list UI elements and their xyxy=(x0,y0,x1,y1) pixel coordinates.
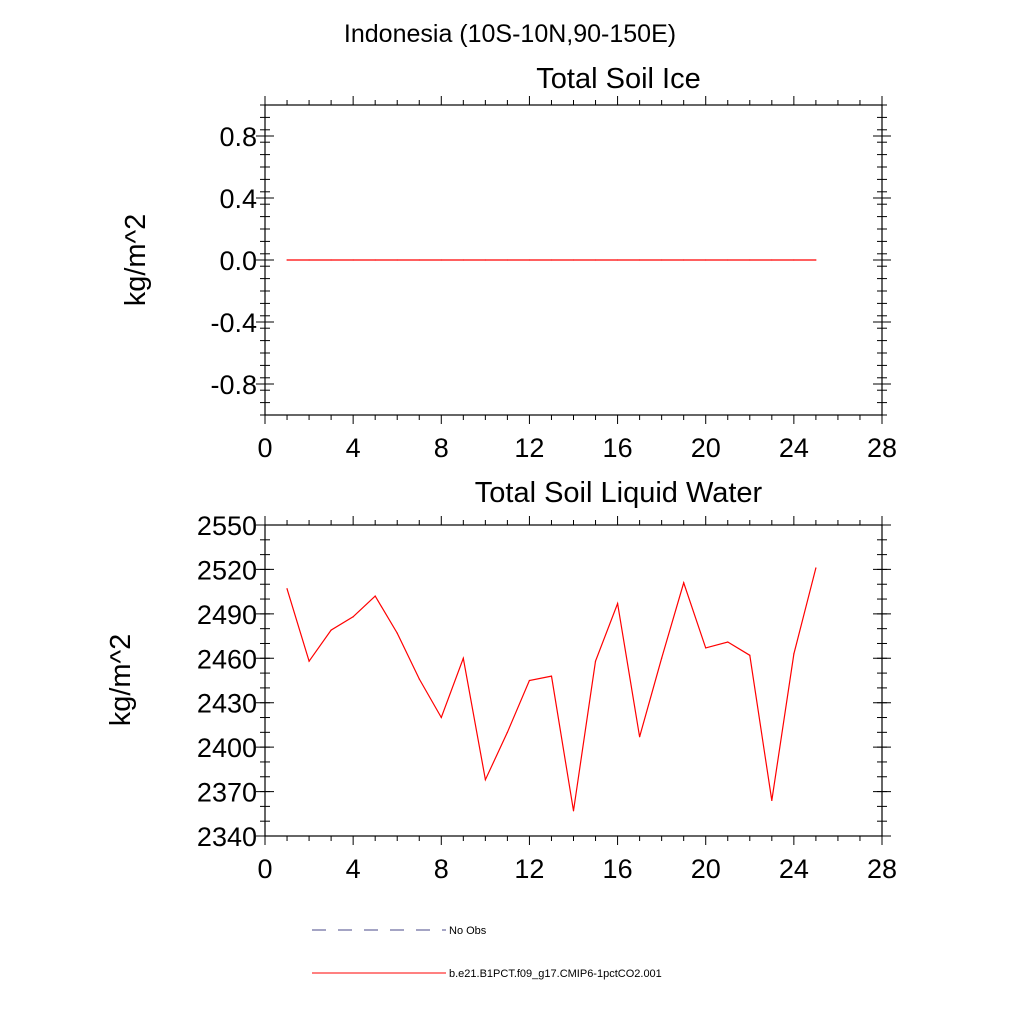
chart-panel-1: Total Soil Ice 0 4 8 12 16 20 24 28 0.8 0.4 0.0 -0.4… xyxy=(120,63,897,463)
series-point xyxy=(330,629,332,631)
series-point xyxy=(286,259,288,261)
series-point xyxy=(639,736,641,738)
x-tick-label: 16 xyxy=(603,433,633,463)
series-point xyxy=(683,582,685,584)
x-tick-label: 4 xyxy=(346,854,361,884)
series-point xyxy=(330,259,332,261)
series-point xyxy=(462,259,464,261)
y-tick-label: 0.4 xyxy=(219,184,257,214)
series-point xyxy=(705,647,707,649)
series-point xyxy=(286,588,288,590)
series-point xyxy=(396,632,398,634)
series-point xyxy=(815,259,817,261)
y-tick-label: 2400 xyxy=(197,733,257,763)
x-tick-label: 4 xyxy=(346,433,361,463)
series-point xyxy=(793,653,795,655)
y-tick-label: 2520 xyxy=(197,555,257,585)
series-point xyxy=(771,259,773,261)
series-point xyxy=(440,259,442,261)
series-point xyxy=(572,259,575,261)
legend-label: b.e21.B1PCT.f09_g17.CMIP6-1pctCO2.001 xyxy=(449,968,662,980)
series-point xyxy=(572,810,575,812)
legend: No Obs b.e21.B1PCT.f09_g17.CMIP6-1pctCO2.… xyxy=(312,925,662,980)
x-tick-label: 16 xyxy=(603,854,633,884)
series-point xyxy=(639,259,641,261)
series-point xyxy=(308,660,310,662)
y-tick-label: 2340 xyxy=(197,822,257,852)
y-axis-label: kg/m^2 xyxy=(120,214,152,307)
x-tick-label: 20 xyxy=(691,433,721,463)
x-tick-label: 20 xyxy=(691,854,721,884)
x-tick-label: 24 xyxy=(779,854,809,884)
series-point xyxy=(440,716,442,719)
series-point xyxy=(352,259,354,261)
series-point xyxy=(484,779,486,781)
y-tick-label: 2460 xyxy=(197,644,257,674)
x-tick-label: 0 xyxy=(257,433,272,463)
series-point xyxy=(616,602,619,605)
chart-panel-2: Total Soil Liquid Water 0 4 8 12 16 20 24 28 2550… xyxy=(105,477,897,884)
series-point xyxy=(727,259,729,261)
series-line xyxy=(286,567,817,811)
series-point xyxy=(793,259,795,261)
y-tick-label: -0.4 xyxy=(210,308,257,338)
series-point xyxy=(506,259,508,261)
x-tick-label: 12 xyxy=(514,854,544,884)
series-point xyxy=(771,799,773,802)
series-point xyxy=(550,675,553,677)
series-point xyxy=(594,660,597,662)
x-tick-label: 24 xyxy=(779,433,809,463)
y-tick-label: -0.8 xyxy=(210,370,257,400)
series-point xyxy=(661,657,663,659)
series-point xyxy=(815,567,817,569)
legend-label: No Obs xyxy=(449,925,487,937)
x-tick-label: 8 xyxy=(434,854,449,884)
y-tick-label: 2550 xyxy=(197,511,257,541)
y-axis-label: kg/m^2 xyxy=(105,634,137,727)
series-point xyxy=(308,259,310,261)
series-point xyxy=(749,259,751,261)
series-point xyxy=(462,657,464,659)
series-point xyxy=(550,259,553,261)
series-point xyxy=(594,259,597,261)
series-point xyxy=(528,259,531,261)
series-point xyxy=(374,595,376,597)
page-title: Indonesia (10S-10N,90-150E) xyxy=(344,20,676,48)
series-point xyxy=(661,259,663,261)
y-tick-label: 2370 xyxy=(197,778,257,808)
series-point xyxy=(484,259,486,261)
series-point xyxy=(683,259,685,261)
series-point xyxy=(749,654,751,656)
chart-title: Total Soil Liquid Water xyxy=(475,477,763,509)
y-tick-label: 0.8 xyxy=(219,122,257,152)
series-point xyxy=(418,259,420,261)
series-point xyxy=(352,616,354,618)
series-point xyxy=(616,259,619,261)
y-tick-label: 2490 xyxy=(197,600,257,630)
x-tick-label: 28 xyxy=(867,433,897,463)
series-point xyxy=(396,259,398,261)
x-tick-label: 12 xyxy=(514,433,544,463)
chart-panels: Total Soil Ice 0 4 8 12 16 20 24 28 0.8 0.4 0.0 -0.4… xyxy=(105,63,897,884)
series-point xyxy=(528,679,531,682)
series-point xyxy=(705,259,707,261)
x-tick-label: 0 xyxy=(257,854,272,884)
x-tick-label: 28 xyxy=(867,854,897,884)
chart-title: Total Soil Ice xyxy=(536,63,700,95)
y-tick-label: 2430 xyxy=(197,689,257,719)
series-point xyxy=(506,731,508,733)
series-point xyxy=(418,678,420,680)
y-tick-label: 0.0 xyxy=(219,246,257,276)
x-tick-label: 8 xyxy=(434,433,449,463)
series-point xyxy=(727,641,729,643)
series-point xyxy=(374,259,376,261)
